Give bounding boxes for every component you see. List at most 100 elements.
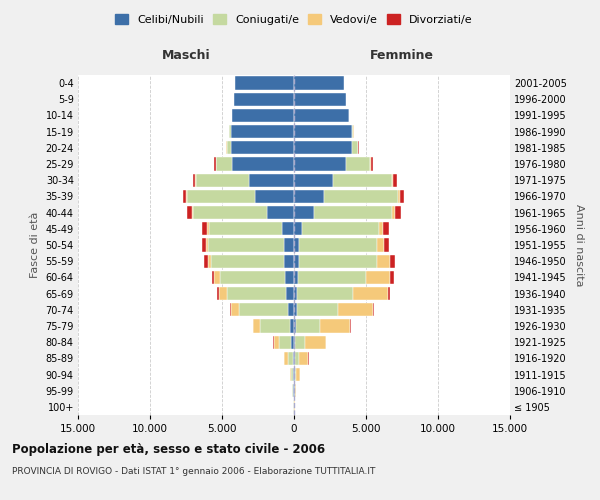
Bar (291, 368, 293, 381)
Bar (299, 352, 308, 365)
Bar (353, 287, 388, 300)
Bar (212, 270, 214, 284)
Bar (295, 368, 296, 381)
Bar (379, 222, 383, 235)
Bar (294, 336, 295, 349)
Bar (299, 238, 377, 252)
Bar (294, 109, 349, 122)
Bar (193, 174, 196, 187)
Bar (358, 141, 359, 154)
Bar (371, 158, 373, 170)
Bar (296, 320, 320, 332)
Bar (274, 336, 279, 349)
Bar (400, 190, 404, 203)
Bar (202, 238, 206, 252)
Bar (230, 141, 294, 154)
Bar (284, 270, 294, 284)
Bar (218, 287, 227, 300)
Bar (230, 125, 294, 138)
Bar (383, 222, 389, 235)
Bar (298, 270, 366, 284)
Bar (255, 190, 294, 203)
Bar (295, 352, 299, 365)
Bar (299, 254, 377, 268)
Bar (352, 125, 353, 138)
Bar (227, 287, 286, 300)
Bar (290, 368, 291, 381)
Text: PROVINCIA DI ROVIGO - Dati ISTAT 1° gennaio 2006 - Elaborazione TUTTITALIA.IT: PROVINCIA DI ROVIGO - Dati ISTAT 1° genn… (12, 468, 376, 476)
Bar (377, 238, 384, 252)
Bar (290, 320, 294, 332)
Bar (294, 222, 302, 235)
Bar (216, 158, 232, 170)
Bar (398, 190, 400, 203)
Bar (294, 174, 333, 187)
Bar (227, 141, 230, 154)
Bar (390, 270, 394, 284)
Bar (294, 76, 344, 90)
Bar (294, 141, 352, 154)
Bar (287, 352, 293, 365)
Bar (250, 174, 294, 187)
Bar (352, 141, 358, 154)
Bar (208, 254, 211, 268)
Bar (295, 336, 305, 349)
Bar (294, 238, 299, 252)
Bar (302, 222, 379, 235)
Bar (377, 254, 390, 268)
Bar (284, 254, 294, 268)
Bar (294, 125, 352, 138)
Bar (292, 336, 294, 349)
Bar (279, 336, 292, 349)
Bar (266, 206, 294, 220)
Bar (232, 158, 294, 170)
Bar (260, 320, 290, 332)
Bar (182, 190, 187, 203)
Bar (296, 368, 300, 381)
Bar (204, 254, 208, 268)
Bar (293, 384, 294, 398)
Bar (294, 206, 314, 220)
Text: Popolazione per età, sesso e stato civile - 2006: Popolazione per età, sesso e stato civil… (12, 442, 325, 456)
Bar (373, 303, 374, 316)
Bar (294, 320, 296, 332)
Bar (208, 238, 284, 252)
Bar (338, 303, 373, 316)
Bar (233, 92, 294, 106)
Bar (232, 109, 294, 122)
Bar (187, 206, 192, 220)
Bar (202, 222, 207, 235)
Bar (196, 174, 250, 187)
Bar (350, 320, 352, 332)
Bar (294, 158, 346, 170)
Y-axis label: Fasce di età: Fasce di età (30, 212, 40, 278)
Bar (294, 92, 346, 106)
Bar (295, 384, 296, 398)
Bar (294, 270, 298, 284)
Bar (320, 320, 350, 332)
Bar (284, 238, 294, 252)
Bar (324, 190, 398, 203)
Bar (292, 384, 293, 398)
Bar (294, 287, 298, 300)
Bar (288, 303, 294, 316)
Bar (294, 352, 295, 365)
Bar (296, 303, 338, 316)
Bar (392, 206, 395, 220)
Text: Femmine: Femmine (370, 49, 434, 62)
Bar (366, 270, 390, 284)
Bar (282, 222, 294, 235)
Text: Maschi: Maschi (161, 49, 211, 62)
Bar (239, 303, 288, 316)
Y-axis label: Anni di nascita: Anni di nascita (574, 204, 584, 286)
Bar (284, 352, 287, 365)
Bar (370, 158, 371, 170)
Bar (294, 254, 299, 268)
Bar (192, 206, 193, 220)
Bar (229, 125, 230, 138)
Bar (207, 222, 209, 235)
Bar (209, 222, 282, 235)
Bar (206, 238, 208, 252)
Bar (294, 190, 324, 203)
Bar (253, 320, 260, 332)
